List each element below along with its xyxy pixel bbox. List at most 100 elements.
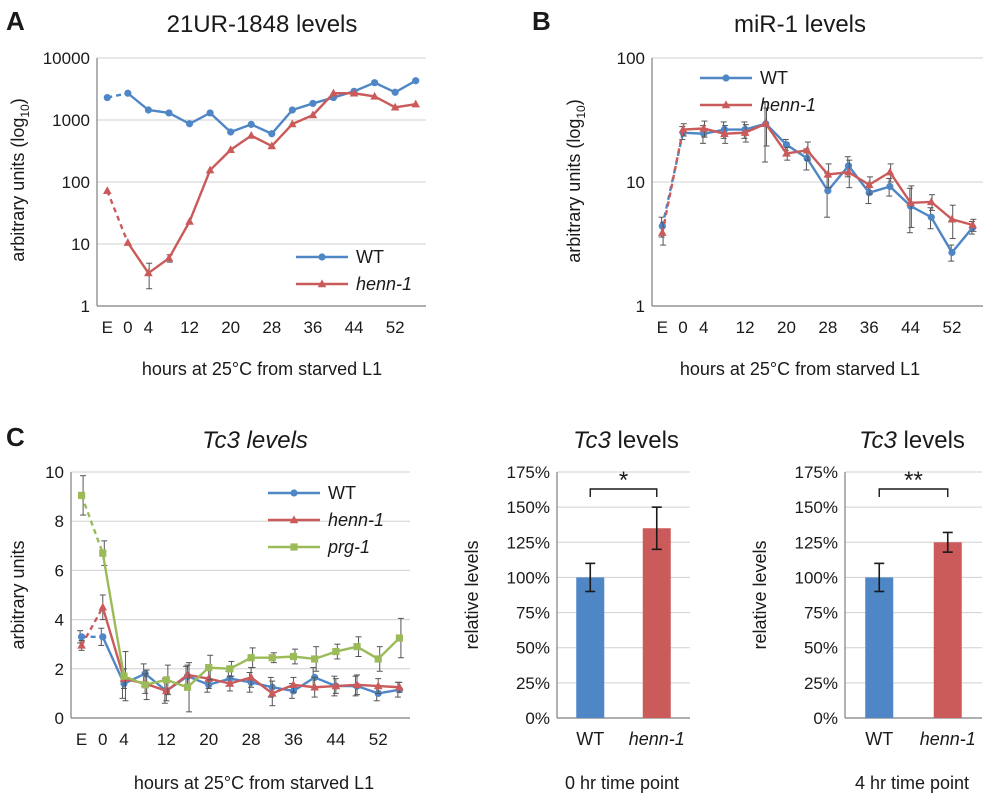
chart-c3-ytick-label: 0%: [813, 709, 838, 728]
chart-c1-series-henn-1-point: [395, 682, 404, 691]
chart-b-series-henn-1-point: [740, 128, 750, 136]
chart-c2-significance-bracket: [589, 488, 658, 497]
chart-c3-title: Tc3 levels: [859, 427, 965, 454]
chart-a-xtick-label: 52: [386, 318, 405, 337]
chart-a-xtick-label: 36: [303, 318, 322, 337]
chart-c1-series-henn-1-point: [310, 682, 319, 691]
chart-c2-ytick-label: 150%: [507, 498, 550, 517]
legend-marker-prg-1: [290, 543, 298, 551]
chart-c2-ytick-label: 25%: [516, 674, 550, 693]
legend-label-henn-1: henn-1: [760, 95, 816, 115]
chart-a-series-henn-1-point: [123, 238, 133, 246]
chart-a-series-henn-1-point: [226, 145, 235, 154]
chart-b-ytick-label: 1: [636, 297, 645, 316]
chart-b-xtick-label: 4: [699, 318, 708, 337]
chart-b-series-henn-1-point: [823, 169, 833, 178]
chart-c1-title-rest: levels: [240, 427, 308, 454]
chart-b-series-henn-1-point: [720, 129, 729, 137]
chart-c1-xtick-label: 36: [284, 730, 303, 749]
chart-b-series-wt-point: [927, 213, 935, 221]
chart-b-series-wt-point: [824, 187, 832, 195]
chart-c1-series-henn-1: [77, 594, 404, 707]
chart-b-series-henn-1-point: [658, 228, 667, 236]
chart-c1-series-henn-1-point: [225, 678, 235, 687]
chart-c1-xtick-label: 52: [369, 730, 388, 749]
legend-label-wt: WT: [328, 483, 356, 503]
chart-c1-series-henn-1-point: [183, 670, 192, 679]
chart-c1-series-prg-1-point: [99, 549, 107, 557]
chart-b-series-wt-point: [844, 162, 853, 170]
chart-b-series-henn-1-point: [968, 220, 977, 229]
chart-c1-xtick-label: 44: [326, 730, 345, 749]
chart-c3-category-label: WT: [865, 729, 893, 749]
chart-b-ytick-label: 100: [617, 49, 645, 68]
chart-a-ytick-label: 10: [71, 235, 90, 254]
chart-a-series-wt-point: [103, 93, 111, 102]
panel-letter-c: C: [6, 422, 25, 452]
chart-b-ylabel: arbitrary units (log10): [564, 99, 588, 262]
chart-c1-series-wt: [77, 627, 404, 704]
chart-a-series-wt-point: [268, 130, 276, 138]
chart-b-xtick-label: 52: [943, 318, 962, 337]
chart-a-series-henn-1-point: [144, 268, 153, 277]
chart-a-ylabel: arbitrary units (log10): [8, 98, 32, 261]
chart-b-series-henn-1-point: [885, 167, 895, 176]
chart-b-series-henn-1-point: [678, 124, 688, 133]
chart-c1-series-wt-point: [99, 633, 107, 641]
chart-c1-series-prg-1-point: [77, 491, 86, 499]
chart-b-title: miR-1 levels: [734, 11, 866, 38]
chart-a-series-wt-point: [309, 99, 317, 108]
chart-c2-category-label: henn-1: [629, 729, 685, 749]
chart-a-ytick-label: 1: [81, 297, 90, 316]
chart-b-series-henn-1: [658, 107, 977, 246]
chart-b-series-wt-point: [948, 248, 956, 257]
chart-b-series-henn-1-point: [761, 119, 771, 127]
chart-c1-ytick-label: 10: [45, 463, 64, 482]
chart-c2-category-label: WT: [576, 729, 604, 749]
chart-c1-xtick-label: 12: [157, 730, 176, 749]
chart-a-series-henn-1-point: [349, 88, 359, 97]
chart-a-series-henn-1-point: [267, 141, 277, 150]
chart-a-series-wt-point: [247, 120, 255, 128]
legend-marker-henn-1: [721, 100, 731, 109]
chart-b-series-wt-point: [700, 130, 708, 138]
chart-c1-series-prg-1-point: [120, 672, 128, 680]
chart-c1-series-prg-1-dashed-segment: [80, 494, 104, 554]
chart-a-series-wt-point: [412, 77, 420, 85]
chart-c1-series-henn-1-point: [246, 672, 256, 681]
chart-c2-ytick-label: 125%: [507, 533, 550, 552]
chart-c3-significance-label: **: [904, 467, 923, 494]
legend-label-wt: WT: [760, 68, 788, 88]
chart-c2: 0% 25% 50% 75% 100% 125% 150% 175% WT henn-1 *: [507, 463, 690, 749]
chart-c1-series-prg-1-point: [183, 683, 192, 691]
chart-c1-xtick-label: 4: [119, 730, 128, 749]
chart-c1-series-henn-1-point: [77, 640, 86, 649]
chart-c1-series-prg-1-point: [247, 654, 255, 662]
chart-a-series-wt-point: [165, 109, 173, 117]
chart-c3-ytick-label: 50%: [804, 639, 838, 658]
chart-c1-xtick-label: 28: [242, 730, 261, 749]
chart-c1-title-gene: Tc3: [202, 427, 240, 454]
chart-a-xtick-label: 44: [345, 318, 364, 337]
chart-c3: 0% 25% 50% 75% 100% 125% 150% 175% WT henn-1 **: [795, 463, 982, 749]
chart-a-xtick-label: 28: [262, 318, 281, 337]
chart-c1-ytick-label: 8: [55, 512, 64, 531]
chart-c3-significance-bracket: [878, 488, 949, 497]
chart-c2-ytick-label: 50%: [516, 639, 550, 658]
chart-a-series-henn-1-point: [390, 102, 400, 111]
chart-a-series-henn-1-point: [308, 110, 318, 119]
chart-c3-title-gene: Tc3: [859, 427, 897, 454]
chart-c1-series-wt-point: [77, 633, 86, 641]
chart-a-series-wt-point: [227, 128, 235, 136]
chart-a-xtick-label: 4: [144, 318, 153, 337]
chart-b-series-wt-point: [886, 182, 894, 191]
chart-c2-title: Tc3 levels: [573, 427, 679, 454]
chart-c1-series-prg-1-point: [226, 665, 234, 673]
chart-a-xtick-label: E: [102, 318, 113, 337]
chart-a-series-wt-point: [370, 79, 379, 87]
chart-c2-xlabel: 0 hr time point: [565, 773, 679, 793]
chart-b: 1 10 100 E 0 4 12 20 28 36 44 52 WT henn-1: [617, 49, 983, 337]
chart-c1-ylabel: arbitrary units: [8, 540, 28, 649]
